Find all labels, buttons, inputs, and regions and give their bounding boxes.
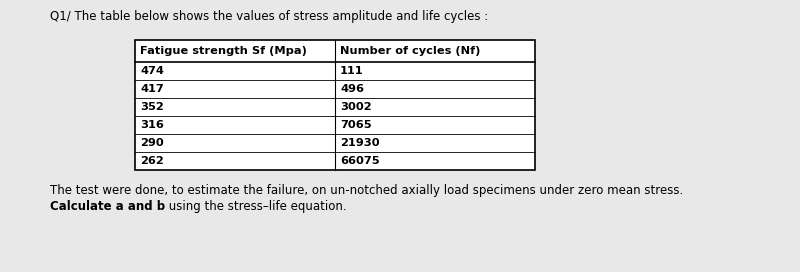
Text: Q1/ The table below shows the values of stress amplitude and life cycles :: Q1/ The table below shows the values of … [50, 10, 488, 23]
Bar [135, 40, 535, 170]
Text: 111: 111 [340, 66, 364, 76]
Text: The test were done, to estimate the failure, on un-notched axially load specimen: The test were done, to estimate the fail… [50, 184, 683, 197]
Text: 3002: 3002 [340, 102, 372, 112]
Text: 66075: 66075 [340, 156, 380, 166]
Text: Calculate a and b: Calculate a and b [50, 200, 165, 213]
Text: 417: 417 [140, 84, 164, 94]
Text: 352: 352 [140, 102, 164, 112]
Text: 496: 496 [340, 84, 364, 94]
Text: 316: 316 [140, 120, 164, 130]
Text: Fatigue strength Sf (Mpa): Fatigue strength Sf (Mpa) [140, 46, 307, 56]
Text: 21930: 21930 [340, 138, 380, 148]
Text: 262: 262 [140, 156, 164, 166]
Text: 290: 290 [140, 138, 164, 148]
Bar [135, 40, 535, 170]
Text: 7065: 7065 [340, 120, 372, 130]
Text: Number of cycles (Nf): Number of cycles (Nf) [340, 46, 480, 56]
Text: using the stress–life equation.: using the stress–life equation. [165, 200, 346, 213]
Text: 474: 474 [140, 66, 164, 76]
